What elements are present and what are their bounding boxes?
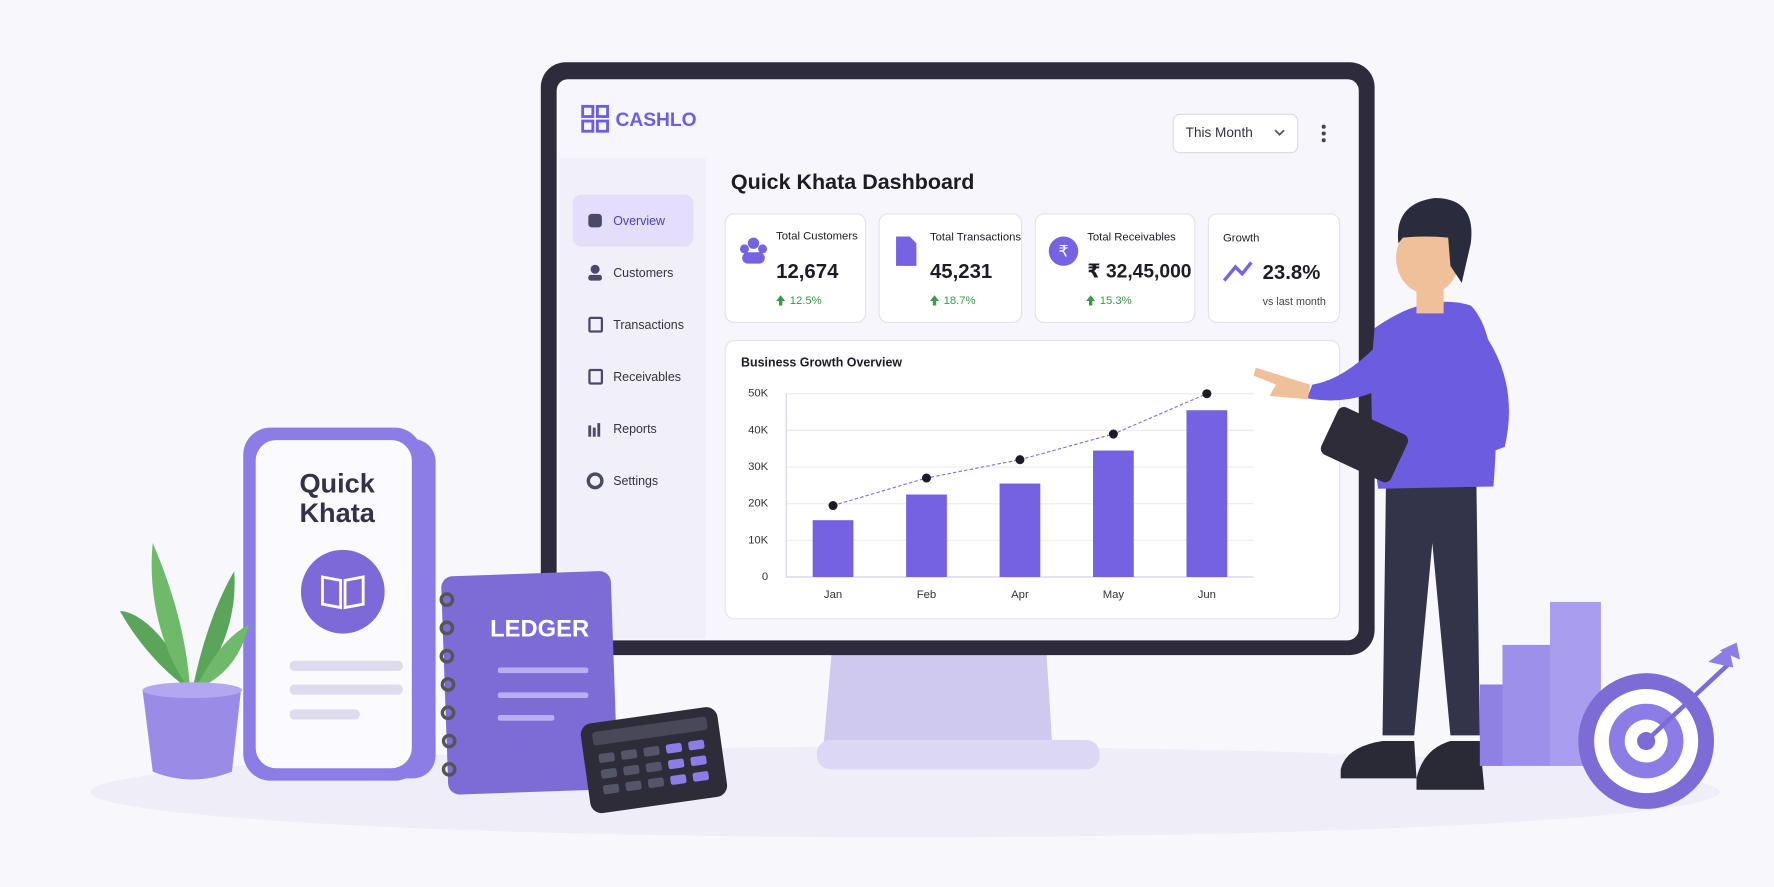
sidebar-active <box>572 194 694 247</box>
sidebar-icons <box>586 213 604 490</box>
card <box>1034 213 1196 324</box>
chevron <box>1274 129 1285 136</box>
card <box>878 213 1023 324</box>
kebab-menu[interactable] <box>1321 124 1326 143</box>
card-change: 18.7% <box>944 295 976 307</box>
y-tick-label: 30K <box>748 461 769 473</box>
up-arrow <box>776 295 786 306</box>
card-value: 45,231 <box>930 261 992 283</box>
nav-item[interactable]: Settings <box>613 474 658 488</box>
brand: CASHLO <box>615 110 696 131</box>
card-label: Growth <box>1223 233 1259 245</box>
ledger-rings <box>439 592 457 777</box>
card-label: Total Customers <box>776 230 858 242</box>
rupee-icon: ₹ <box>1058 243 1068 260</box>
plant <box>119 543 249 780</box>
nav-item[interactable]: Reports <box>613 422 657 436</box>
x-tick-label: Jun <box>1198 589 1216 601</box>
x-tick-label: Apr <box>1011 589 1029 601</box>
card-value: ₹ 32,45,000 <box>1087 262 1191 283</box>
card-value: 12,674 <box>776 261 839 283</box>
trend-point <box>1108 429 1118 439</box>
trend-point <box>1202 389 1212 399</box>
card <box>724 213 867 324</box>
cards <box>724 213 1341 324</box>
book-glyph <box>321 575 365 610</box>
phone-book-icon <box>300 549 385 634</box>
y-tick-label: 0 <box>762 571 768 583</box>
up-arrow <box>1086 295 1096 306</box>
bar <box>812 520 854 578</box>
nav-item[interactable]: Receivables <box>613 370 681 384</box>
trend-point <box>828 500 838 511</box>
x-tick-label: Jan <box>824 589 842 601</box>
y-tick-label: 10K <box>748 534 769 546</box>
trend-point <box>1015 455 1025 465</box>
monitor-neck <box>823 653 1053 745</box>
y-tick-label: 20K <box>748 498 769 510</box>
card <box>1207 213 1341 324</box>
x-tick-label: May <box>1103 589 1125 601</box>
target <box>1578 642 1741 809</box>
calculator <box>580 707 728 814</box>
card-note: vs last month <box>1263 296 1326 308</box>
x-tick-label: Feb <box>917 589 936 601</box>
card-change: 12.5% <box>790 295 822 307</box>
card-value: 23.8% <box>1263 262 1321 284</box>
bar <box>1186 410 1228 578</box>
chart: 0 10K 20K 30K 40K 50K Jan Feb Apr May Jun <box>748 388 1254 601</box>
card-label: Total Receivables <box>1087 232 1176 244</box>
trend-point <box>921 473 932 483</box>
bar <box>1093 450 1134 578</box>
phone-text: Quick <box>299 468 375 499</box>
phone-lines <box>289 660 403 720</box>
chart-panel <box>724 339 1341 620</box>
ledger-lines <box>497 667 589 721</box>
nav-item[interactable]: Transactions <box>613 318 684 332</box>
chart-title: Business Growth Overview <box>741 355 902 369</box>
y-tick-label: 40K <box>748 424 769 436</box>
card-change: 15.3% <box>1100 295 1132 307</box>
card-icons <box>739 236 1253 282</box>
monitor-base <box>816 739 1100 770</box>
card-label: Total Transactions <box>930 232 1021 244</box>
ledger <box>441 571 618 795</box>
bar <box>999 483 1041 578</box>
nav-item[interactable]: Overview <box>613 214 666 228</box>
bar <box>906 494 947 578</box>
ledger-label: LEDGER <box>490 615 589 642</box>
nav-item[interactable]: Customers <box>613 266 673 280</box>
up-arrow <box>929 295 940 306</box>
period-filter[interactable]: This Month <box>1186 125 1253 140</box>
person <box>1253 197 1509 790</box>
logo-icon <box>581 104 609 133</box>
phone-text: Khata <box>299 497 375 528</box>
dashboard-title: Quick Khata Dashboard <box>731 170 975 194</box>
period-dropdown[interactable] <box>1172 113 1299 154</box>
y-tick-label: 50K <box>748 388 769 400</box>
